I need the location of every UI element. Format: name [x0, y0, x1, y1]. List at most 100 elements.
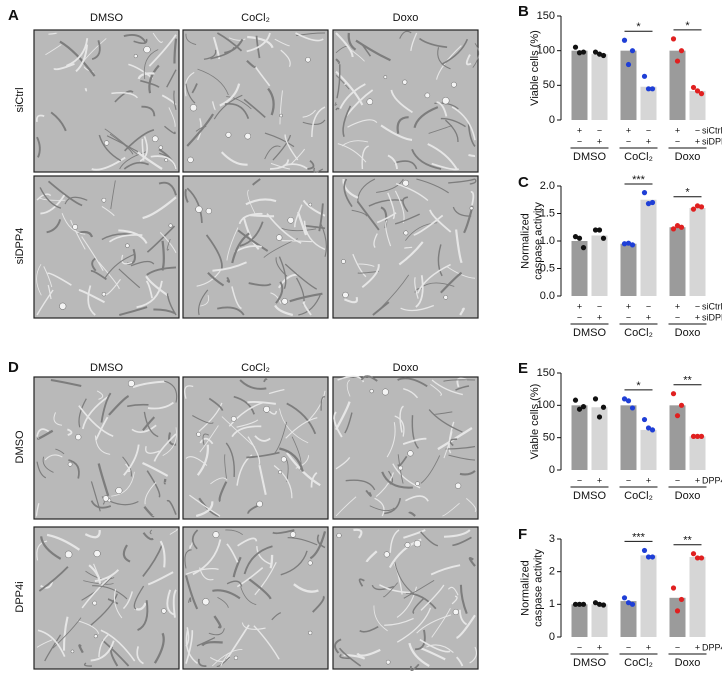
- data-point: [600, 52, 607, 59]
- data-point: [670, 226, 677, 232]
- cell-shape: [437, 47, 451, 70]
- cell-shape: [104, 128, 138, 155]
- cell-shape: [195, 501, 214, 518]
- cell-shape: [403, 529, 426, 539]
- micrograph: [33, 29, 180, 173]
- cell-shape: [277, 273, 298, 289]
- cell-shape: [45, 44, 62, 56]
- cell-shape: [218, 481, 228, 503]
- cell-shape: [339, 83, 366, 110]
- micrograph: [33, 175, 180, 319]
- cell-shape: [118, 268, 141, 289]
- cell-shape: [270, 292, 282, 304]
- data-point: [576, 601, 583, 607]
- cell-body: [92, 600, 97, 606]
- cell-shape: [236, 567, 264, 588]
- cell-shape: [455, 385, 470, 391]
- cell-shape: [293, 583, 319, 593]
- cell-shape: [435, 45, 462, 80]
- cell-shape: [374, 497, 385, 517]
- cell-shape: [185, 630, 194, 664]
- cell-shape: [335, 107, 340, 111]
- image-bg: [33, 29, 180, 173]
- y-tick-label: 100: [537, 45, 555, 57]
- cell-shape: [137, 600, 149, 632]
- column-label: CoCl₂: [241, 12, 270, 24]
- cell-shape: [198, 289, 209, 316]
- cell-shape: [247, 189, 257, 217]
- cell-shape: [275, 281, 284, 304]
- cell-shape: [415, 275, 424, 308]
- cell-shape: [94, 435, 111, 455]
- cell-shape: [36, 136, 41, 158]
- cell-shape: [185, 627, 190, 647]
- cell-shape: [273, 464, 293, 499]
- cell-shape: [455, 656, 464, 667]
- cell-shape: [274, 304, 294, 317]
- cell-shape: [191, 529, 199, 550]
- cell-shape: [186, 187, 203, 223]
- micrograph: [332, 375, 479, 520]
- cell-shape: [36, 639, 53, 648]
- cell-shape: [258, 464, 267, 495]
- cell-shape: [319, 222, 327, 257]
- y-tick-label: 1: [549, 598, 555, 610]
- condition-sign: −: [577, 642, 582, 652]
- cell-shape: [247, 577, 272, 600]
- cell-shape: [88, 564, 102, 584]
- cell-shape: [254, 562, 277, 596]
- y-tick-label: 150: [537, 367, 555, 379]
- cell-body: [336, 532, 342, 539]
- data-point: [580, 49, 587, 55]
- cell-shape: [185, 456, 208, 466]
- y-axis-label: Viable cells (%): [529, 384, 541, 460]
- cell-shape: [395, 183, 429, 201]
- cell-body: [278, 470, 283, 475]
- bar: [689, 208, 706, 296]
- cell-shape: [185, 83, 196, 104]
- cell-shape: [428, 409, 463, 433]
- cell-shape: [376, 178, 404, 193]
- data-point: [670, 391, 677, 397]
- cell-shape: [133, 585, 145, 610]
- cell-shape: [123, 34, 147, 44]
- cell-shape: [90, 593, 118, 626]
- cell-shape: [136, 646, 144, 665]
- cell-shape: [243, 98, 266, 119]
- cell-body: [64, 550, 73, 559]
- cell-body: [93, 550, 101, 558]
- condition-sign: +: [597, 312, 602, 322]
- cell-shape: [414, 277, 419, 299]
- cell-shape: [316, 534, 326, 549]
- cell-shape: [108, 500, 139, 506]
- cell-shape: [344, 412, 353, 434]
- cell-shape: [254, 435, 271, 442]
- cell-body: [102, 495, 109, 502]
- cell-body: [342, 291, 349, 299]
- bar: [620, 405, 637, 470]
- cell-shape: [153, 632, 165, 664]
- bar: [571, 50, 588, 120]
- significance-label: ***: [632, 531, 646, 543]
- cell-shape: [346, 379, 351, 397]
- cell-shape: [408, 511, 416, 517]
- cell-body: [161, 608, 167, 614]
- cell-shape: [353, 528, 363, 539]
- data-point: [694, 433, 701, 439]
- cell-body: [398, 465, 403, 471]
- cell-shape: [48, 32, 58, 35]
- cell-shape: [91, 156, 126, 171]
- cell-shape: [256, 546, 271, 565]
- cell-shape: [242, 216, 260, 250]
- cell-shape: [413, 106, 439, 129]
- cell-shape: [297, 211, 308, 236]
- micrograph: [332, 29, 480, 173]
- cell-shape: [53, 412, 63, 426]
- cell-shape: [443, 529, 471, 538]
- data-point: [690, 84, 697, 91]
- data-point: [572, 234, 579, 240]
- cell-shape: [336, 64, 341, 99]
- cell-body: [75, 434, 82, 441]
- y-tick-label: 50: [543, 79, 555, 91]
- cell-shape: [280, 550, 308, 576]
